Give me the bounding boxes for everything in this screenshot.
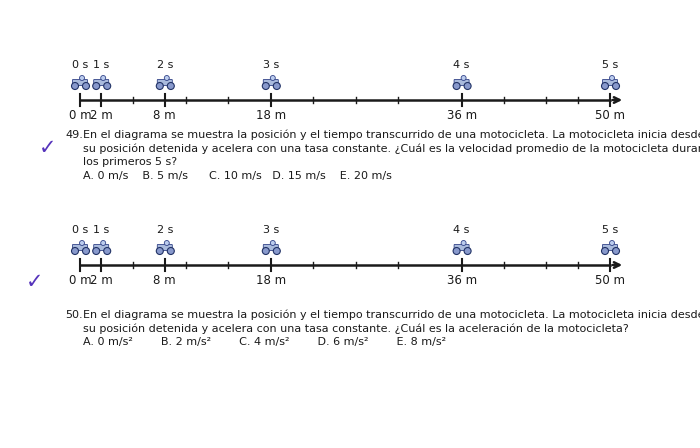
FancyBboxPatch shape — [454, 245, 469, 250]
Text: A. 0 m/s²        B. 2 m/s²        C. 4 m/s²        D. 6 m/s²        E. 8 m/s²: A. 0 m/s² B. 2 m/s² C. 4 m/s² D. 6 m/s² … — [83, 337, 446, 347]
Text: 8 m: 8 m — [153, 109, 176, 122]
FancyBboxPatch shape — [94, 79, 108, 86]
Circle shape — [612, 82, 620, 90]
Text: 2 s: 2 s — [157, 225, 173, 235]
Text: 1 s: 1 s — [93, 225, 109, 235]
Text: 2 m: 2 m — [90, 109, 113, 122]
FancyBboxPatch shape — [73, 245, 88, 250]
Text: 18 m: 18 m — [256, 109, 286, 122]
Text: 3 s: 3 s — [262, 60, 279, 70]
Text: 5 s: 5 s — [602, 60, 618, 70]
FancyBboxPatch shape — [603, 245, 617, 250]
Circle shape — [262, 247, 270, 254]
Text: su posición detenida y acelera con una tasa constante. ¿Cuál es la aceleración d: su posición detenida y acelera con una t… — [83, 323, 629, 334]
Circle shape — [273, 82, 280, 90]
Circle shape — [453, 82, 460, 90]
FancyBboxPatch shape — [454, 79, 469, 86]
FancyBboxPatch shape — [263, 245, 279, 250]
Text: su posición detenida y acelera con una tasa constante. ¿Cuál es la velocidad pro: su posición detenida y acelera con una t… — [83, 143, 700, 154]
Circle shape — [101, 241, 106, 246]
Circle shape — [92, 82, 99, 90]
Circle shape — [164, 76, 169, 81]
Circle shape — [92, 247, 99, 254]
Circle shape — [601, 82, 608, 90]
Text: ✓: ✓ — [39, 138, 57, 158]
FancyBboxPatch shape — [263, 79, 279, 86]
FancyBboxPatch shape — [158, 245, 172, 250]
Circle shape — [601, 247, 608, 254]
Text: 8 m: 8 m — [153, 274, 176, 287]
Circle shape — [270, 241, 275, 246]
Circle shape — [262, 82, 270, 90]
FancyBboxPatch shape — [603, 79, 617, 86]
Circle shape — [83, 247, 90, 254]
Text: 36 m: 36 m — [447, 274, 477, 287]
Text: 2 s: 2 s — [157, 60, 173, 70]
Text: ✓: ✓ — [27, 272, 43, 292]
Text: 5 s: 5 s — [602, 225, 618, 235]
Circle shape — [464, 82, 471, 90]
Circle shape — [167, 247, 174, 254]
Text: A. 0 m/s    B. 5 m/s      C. 10 m/s   D. 15 m/s    E. 20 m/s: A. 0 m/s B. 5 m/s C. 10 m/s D. 15 m/s E.… — [83, 171, 392, 181]
Text: 0 m: 0 m — [69, 109, 91, 122]
Circle shape — [453, 247, 460, 254]
Circle shape — [167, 82, 174, 90]
Text: 18 m: 18 m — [256, 274, 286, 287]
Circle shape — [101, 76, 106, 81]
Circle shape — [164, 241, 169, 246]
Circle shape — [83, 82, 90, 90]
Text: 2 m: 2 m — [90, 274, 113, 287]
Circle shape — [270, 76, 275, 81]
FancyBboxPatch shape — [94, 245, 108, 250]
Text: 50.: 50. — [65, 310, 83, 320]
Circle shape — [80, 76, 85, 81]
Text: los primeros 5 s?: los primeros 5 s? — [83, 157, 177, 167]
Text: 50 m: 50 m — [595, 109, 625, 122]
Circle shape — [610, 241, 615, 246]
Circle shape — [612, 247, 620, 254]
Text: En el diagrama se muestra la posición y el tiempo transcurrido de una motociclet: En el diagrama se muestra la posición y … — [83, 130, 700, 141]
Text: 4 s: 4 s — [454, 225, 470, 235]
Text: 0 s: 0 s — [72, 60, 88, 70]
Circle shape — [156, 82, 163, 90]
Text: 4 s: 4 s — [454, 60, 470, 70]
Circle shape — [71, 82, 78, 90]
Text: 3 s: 3 s — [262, 225, 279, 235]
Text: 36 m: 36 m — [447, 109, 477, 122]
Text: 0 m: 0 m — [69, 274, 91, 287]
Circle shape — [610, 76, 615, 81]
Circle shape — [464, 247, 471, 254]
Circle shape — [156, 247, 163, 254]
Text: 1 s: 1 s — [93, 60, 109, 70]
Text: 50 m: 50 m — [595, 274, 625, 287]
Circle shape — [104, 82, 111, 90]
Text: 0 s: 0 s — [72, 225, 88, 235]
Circle shape — [80, 241, 85, 246]
Text: En el diagrama se muestra la posición y el tiempo transcurrido de una motociclet: En el diagrama se muestra la posición y … — [83, 310, 700, 320]
Circle shape — [104, 247, 111, 254]
Text: 49.: 49. — [65, 130, 83, 140]
Circle shape — [71, 247, 78, 254]
FancyBboxPatch shape — [158, 79, 172, 86]
Circle shape — [273, 247, 280, 254]
Circle shape — [461, 241, 466, 246]
Circle shape — [461, 76, 466, 81]
FancyBboxPatch shape — [73, 79, 88, 86]
